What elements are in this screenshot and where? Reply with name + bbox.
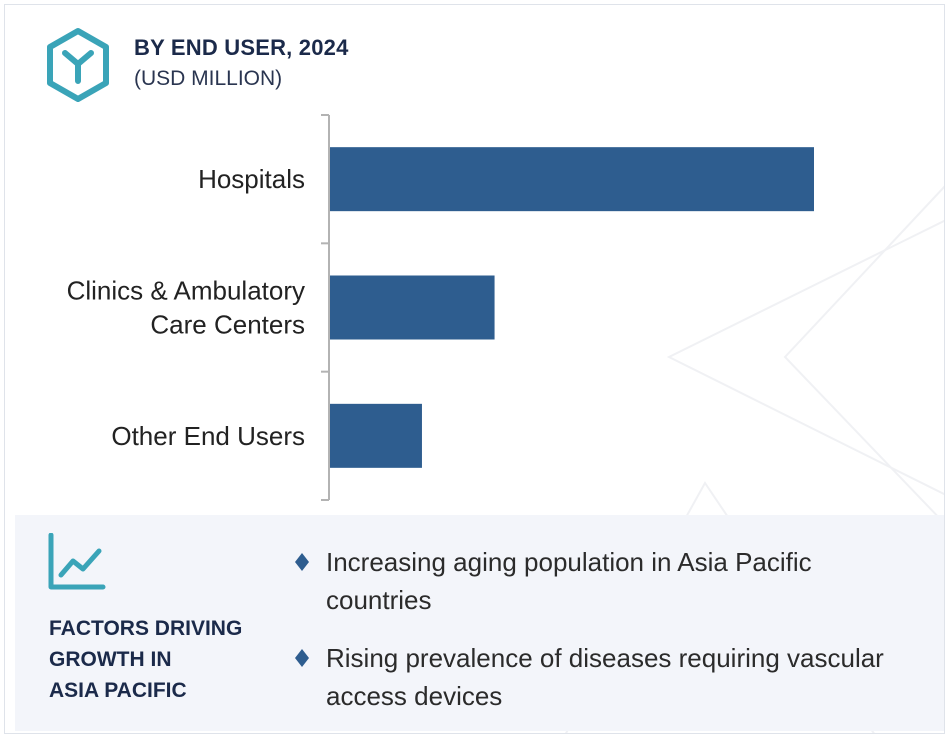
factor-item: Rising prevalence of diseases requiring … (295, 639, 915, 715)
growth-factors-panel: FACTORS DRIVING GROWTH IN ASIA PACIFIC I… (15, 515, 944, 731)
category-label: Care Centers (150, 310, 305, 340)
chart-unit-subtitle: (USD MILLION) (134, 67, 283, 90)
chart-card: BY END USER, 2024 (USD MILLION) Hospital… (4, 4, 945, 734)
factors-title-line: ASIA PACIFIC (49, 679, 187, 702)
trend-line-chart-icon (48, 533, 106, 590)
bar (330, 275, 495, 340)
hexagon-y-logo-icon (47, 28, 109, 102)
diamond-bullet-icon (295, 649, 309, 667)
bar (330, 403, 422, 468)
bar-chart: Hospitals Clinics & Ambulatory Care Center… (67, 114, 814, 501)
factors-title-line: FACTORS DRIVING (49, 617, 243, 640)
factor-item: Increasing aging population in Asia Paci… (295, 543, 915, 619)
factors-title-line: GROWTH IN (49, 648, 172, 671)
chart-title: BY END USER, 2024 (134, 35, 349, 60)
factor-text: Increasing aging population in Asia Paci… (326, 547, 812, 615)
factors-title: FACTORS DRIVING GROWTH IN ASIA PACIFIC (49, 613, 242, 706)
diamond-bullet-icon (295, 553, 309, 571)
category-label: Hospitals (198, 164, 305, 194)
category-label: Clinics & Ambulatory (67, 276, 305, 306)
factor-text: Rising prevalence of diseases requiring … (326, 643, 884, 711)
category-label: Other End Users (111, 421, 305, 451)
bar (330, 147, 814, 212)
